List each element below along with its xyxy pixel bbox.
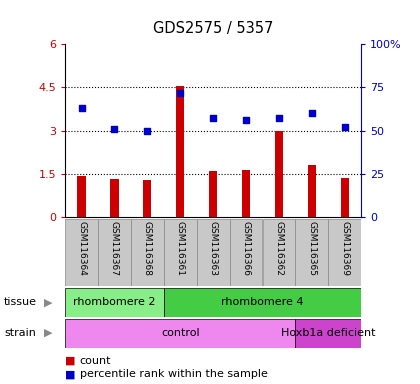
Bar xyxy=(77,176,86,217)
Bar xyxy=(328,219,361,286)
Text: GSM116361: GSM116361 xyxy=(176,221,185,276)
Bar xyxy=(242,170,250,217)
Text: ■: ■ xyxy=(65,356,76,366)
Text: GDS2575 / 5357: GDS2575 / 5357 xyxy=(153,21,273,36)
Point xyxy=(111,126,118,132)
Text: GSM116363: GSM116363 xyxy=(209,221,218,276)
Bar xyxy=(295,319,361,348)
Text: ▶: ▶ xyxy=(44,297,52,308)
Point xyxy=(177,89,184,96)
Text: GSM116364: GSM116364 xyxy=(77,221,86,276)
Text: ■: ■ xyxy=(65,369,76,379)
Point xyxy=(276,115,282,121)
Bar xyxy=(164,288,361,317)
Text: tissue: tissue xyxy=(4,297,37,308)
Bar xyxy=(197,219,230,286)
Bar xyxy=(131,219,164,286)
Bar xyxy=(110,179,118,217)
Point xyxy=(78,105,85,111)
Point xyxy=(210,115,217,121)
Text: rhombomere 2: rhombomere 2 xyxy=(73,297,156,308)
Point xyxy=(243,117,249,123)
Text: GSM116365: GSM116365 xyxy=(307,221,316,276)
Text: rhombomere 4: rhombomere 4 xyxy=(221,297,304,308)
Text: GSM116366: GSM116366 xyxy=(241,221,251,276)
Bar xyxy=(275,131,283,217)
Text: GSM116368: GSM116368 xyxy=(143,221,152,276)
Point xyxy=(144,127,151,134)
Text: GSM116362: GSM116362 xyxy=(274,221,284,276)
Point xyxy=(308,110,315,116)
Bar xyxy=(176,86,184,217)
Text: percentile rank within the sample: percentile rank within the sample xyxy=(80,369,268,379)
Bar xyxy=(65,288,164,317)
Text: count: count xyxy=(80,356,111,366)
Bar xyxy=(98,219,131,286)
Bar xyxy=(143,180,152,217)
Text: strain: strain xyxy=(4,328,36,338)
Text: GSM116367: GSM116367 xyxy=(110,221,119,276)
Bar xyxy=(209,171,217,217)
Bar xyxy=(230,219,262,286)
Text: ▶: ▶ xyxy=(44,328,52,338)
Bar xyxy=(308,165,316,217)
Bar xyxy=(295,219,328,286)
Bar xyxy=(164,219,197,286)
Bar xyxy=(65,319,295,348)
Text: control: control xyxy=(161,328,200,338)
Bar xyxy=(262,219,295,286)
Text: Hoxb1a deficient: Hoxb1a deficient xyxy=(281,328,375,338)
Bar xyxy=(341,178,349,217)
Bar xyxy=(65,219,98,286)
Text: GSM116369: GSM116369 xyxy=(340,221,349,276)
Point xyxy=(341,124,348,130)
